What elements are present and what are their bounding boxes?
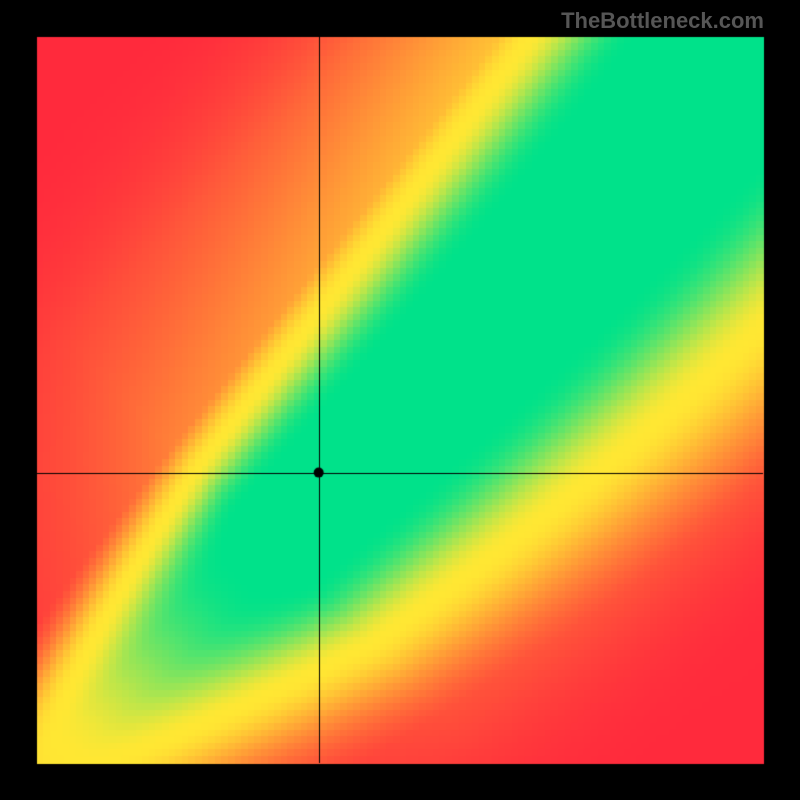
watermark-text: TheBottleneck.com (561, 8, 764, 34)
bottleneck-heatmap (0, 0, 800, 800)
